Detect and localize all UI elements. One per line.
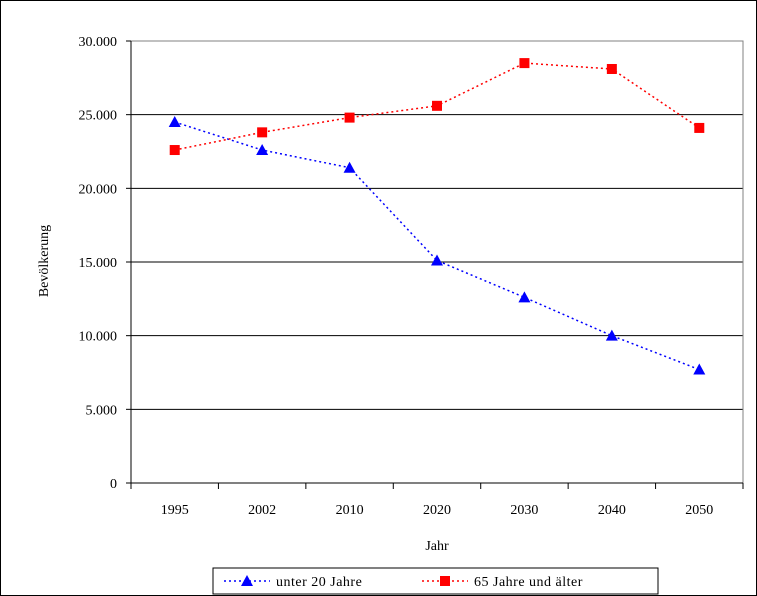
x-tick-label: 2002	[248, 503, 276, 518]
series-65-jahre-und-aelter	[169, 58, 705, 156]
data-point-triangle	[693, 363, 706, 375]
legend: unter 20 Jahre 65 Jahre und älter	[212, 567, 659, 595]
data-point-triangle	[168, 116, 181, 128]
x-tick-label: 2020	[423, 503, 451, 518]
data-point-square	[606, 63, 617, 74]
data-point-square	[169, 145, 180, 156]
x-tick-label: 2040	[598, 503, 626, 518]
x-tick-label: 2030	[510, 503, 538, 518]
series-line	[174, 121, 700, 371]
y-tick-label: 15.000	[79, 256, 118, 271]
y-tick-label: 5.000	[86, 403, 118, 418]
x-tick-label: 2050	[685, 503, 713, 518]
data-point-triangle	[431, 254, 443, 266]
gridlines	[131, 40, 743, 410]
y-tick-label: 30.000	[79, 35, 118, 50]
y-tick-label: 25.000	[79, 109, 118, 124]
data-point-square	[694, 122, 705, 133]
data-point-square	[344, 112, 355, 123]
legend-box	[212, 567, 659, 595]
series-group	[168, 58, 706, 375]
y-tick-label: 0	[110, 477, 117, 492]
y-tick-label: 20.000	[79, 182, 118, 197]
y-axis-title: Bevölkerung	[37, 225, 52, 297]
data-point-triangle	[343, 161, 356, 173]
data-point-triangle	[256, 144, 269, 156]
legend-marker-triangle-icon	[241, 575, 253, 586]
legend-marker-square-icon	[440, 576, 450, 586]
x-tick-label: 2010	[336, 503, 364, 518]
legend-item-65-und-aelter: 65 Jahre und älter	[422, 575, 583, 590]
data-point-square	[519, 58, 530, 69]
legend-label-unter-20: unter 20 Jahre	[276, 575, 362, 590]
data-point-square	[257, 127, 268, 138]
x-tick-label: 1995	[161, 503, 189, 518]
x-tick-labels: 1995 2002 2010 2020 2030 2040 2050	[161, 503, 714, 518]
y-tick-label: 10.000	[79, 330, 118, 345]
legend-item-unter-20: unter 20 Jahre	[224, 575, 362, 590]
legend-label-65: 65 Jahre und älter	[474, 575, 583, 590]
data-point-triangle	[605, 329, 618, 341]
data-point-square	[432, 100, 442, 111]
axes	[126, 40, 744, 489]
y-tick-labels: 0 5.000 10.000 15.000 20.000 25.000 30.000	[79, 35, 118, 492]
data-point-triangle	[518, 291, 531, 303]
series-unter-20-jahre	[168, 116, 706, 375]
x-axis-title: Jahr	[425, 539, 449, 554]
